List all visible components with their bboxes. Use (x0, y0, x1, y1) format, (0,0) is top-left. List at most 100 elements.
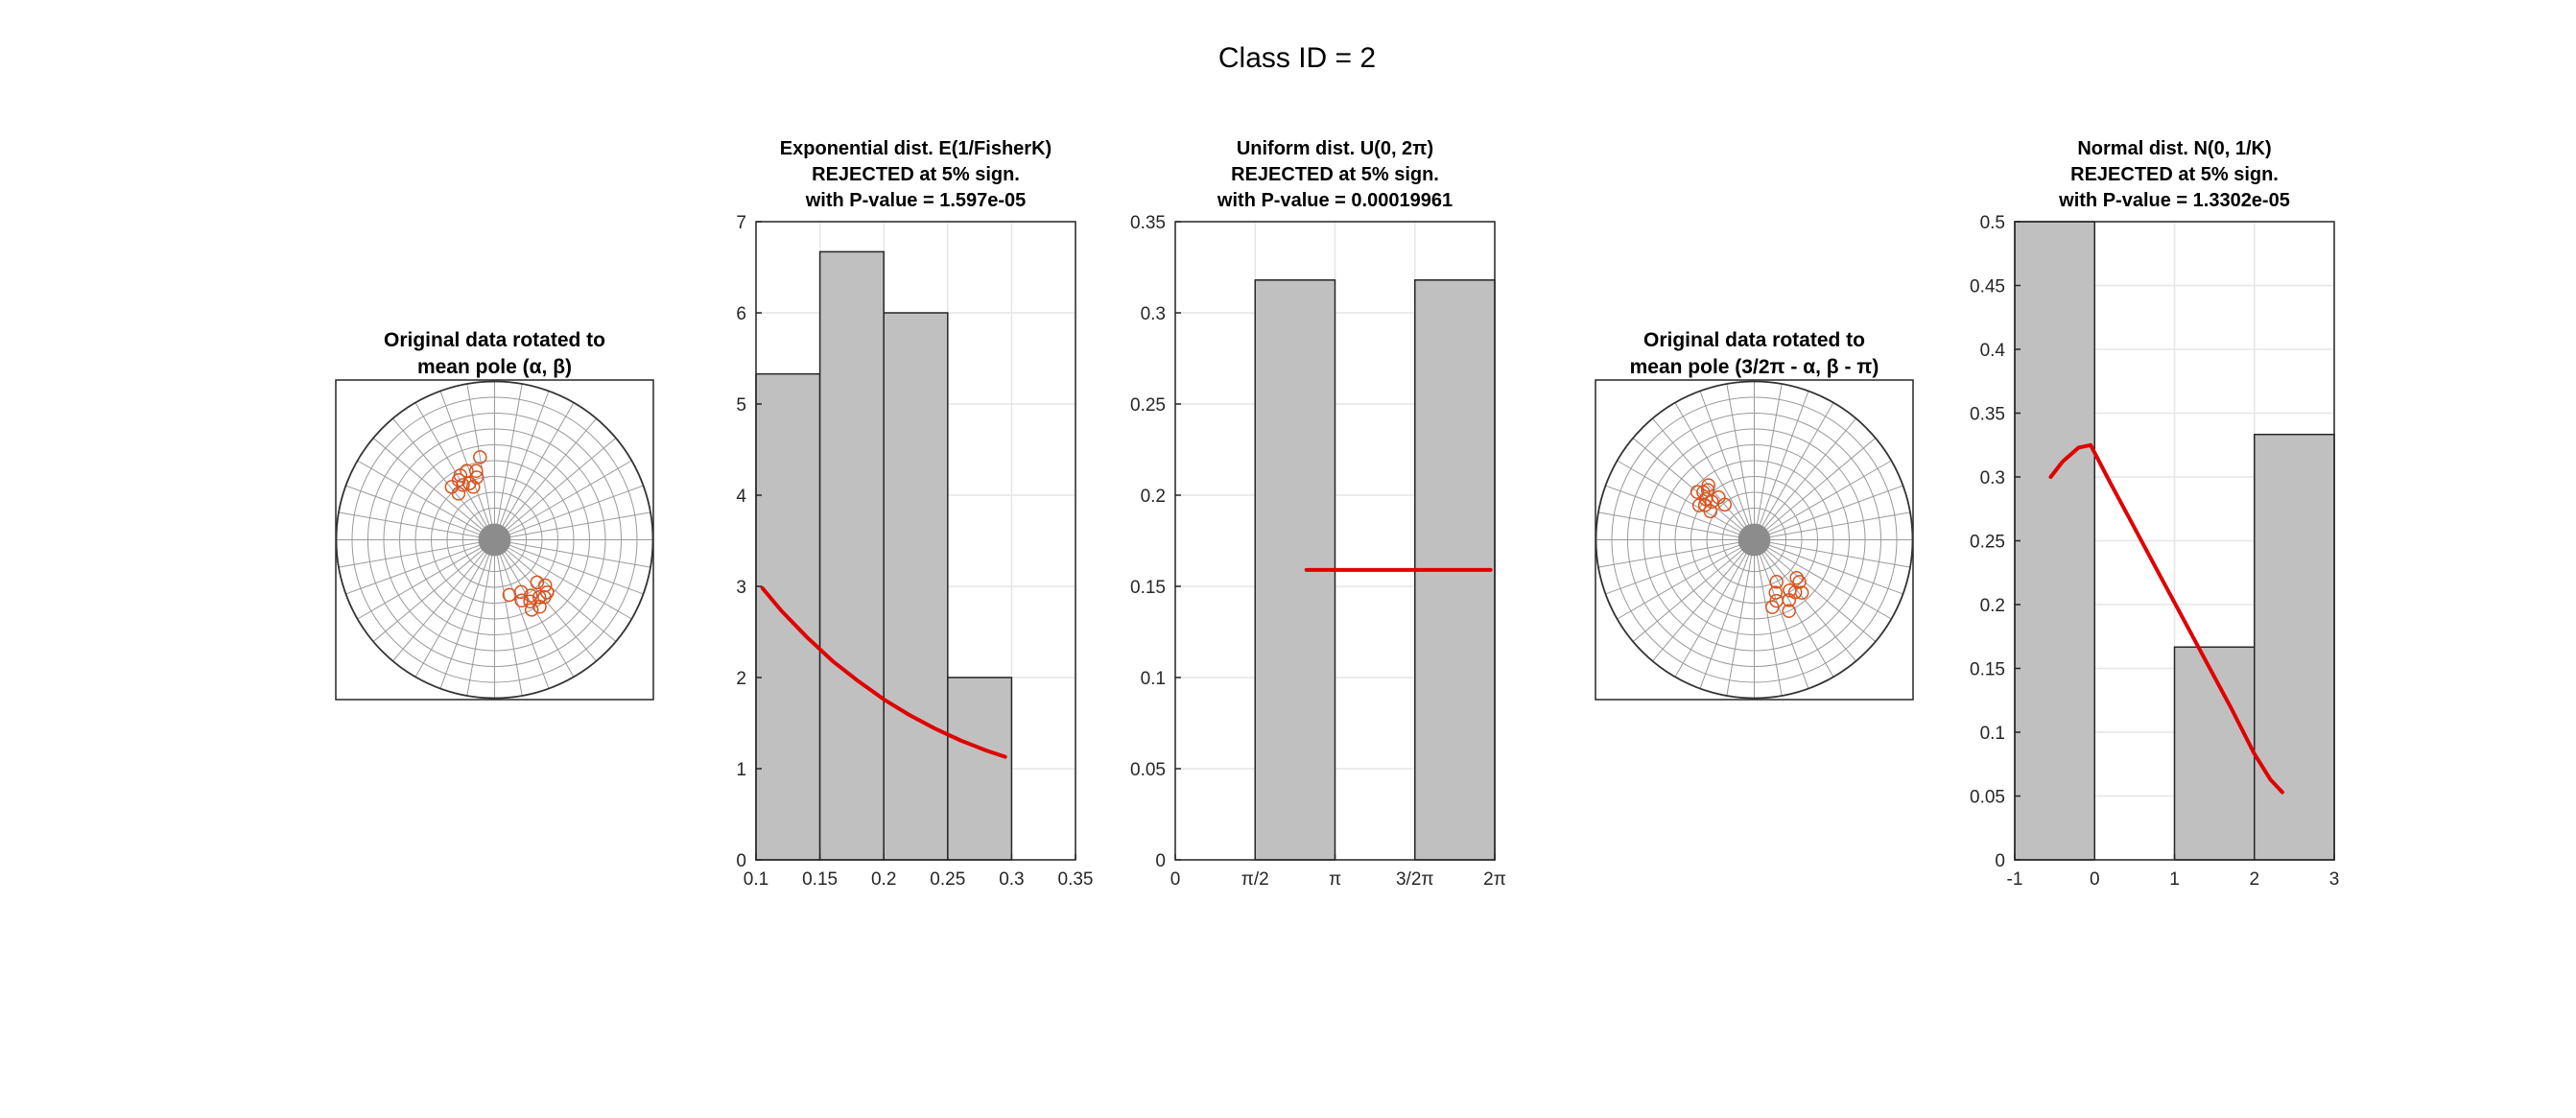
y-tick-label: 0.35 (1130, 213, 1166, 233)
net-radial (357, 460, 495, 540)
data-point (1765, 600, 1780, 614)
net-radial (1632, 438, 1755, 540)
y-tick-label: 7 (736, 213, 746, 233)
data-point (453, 468, 468, 483)
x-tick-label: 0.25 (930, 869, 965, 890)
data-point (1712, 490, 1726, 505)
net-radial (1754, 539, 1856, 662)
net-radial (494, 539, 523, 697)
y-tick-label: 0.15 (1130, 578, 1166, 598)
net-radial (494, 391, 550, 540)
net-radial (494, 539, 617, 642)
y-tick-label: 0.5 (1980, 213, 2005, 233)
x-tick-label: 0.3 (999, 869, 1024, 890)
data-point (465, 480, 481, 494)
net-radial (439, 391, 495, 540)
chart-title-line: REJECTED at 5% sign. (812, 164, 1020, 185)
histogram-bar (883, 312, 949, 861)
plots: Exponential dist. E(1/FisherK) REJECTED a… (335, 138, 2340, 890)
stereonet-title-line: mean pole (α, β) (417, 356, 572, 378)
data-point (1705, 494, 1719, 510)
data-point (532, 590, 547, 605)
net-radial (357, 539, 495, 620)
net-radial (1726, 539, 1755, 697)
x-tick-label: 0.1 (744, 869, 768, 890)
data-point (537, 578, 553, 593)
data-point (1787, 584, 1803, 600)
net-radial (1726, 383, 1755, 540)
data-point (1789, 570, 1804, 585)
y-tick-label: 0.25 (1130, 395, 1166, 416)
data-point (1701, 478, 1716, 492)
x-tick-label: 2 (2249, 869, 2259, 890)
net-radial (1754, 460, 1892, 540)
y-tick-label: 0.3 (1980, 468, 2005, 488)
y-tick-label: 0 (1995, 851, 2005, 871)
net-outer-circle (1595, 380, 1914, 700)
chart-title-line: Exponential dist. E(1/FisherK) (780, 138, 1052, 159)
net-radial (494, 460, 632, 540)
stereonet-title-line: mean pole (3/2π - α, β - π) (1630, 356, 1879, 378)
net-radial (494, 417, 597, 540)
net-radial (494, 511, 651, 540)
x-tick-label: 1 (2169, 869, 2180, 890)
chart-title-line: with P-value = 1.597e-05 (805, 190, 1027, 211)
net-radial (494, 539, 632, 620)
net-radial (494, 539, 644, 595)
data-point (1703, 504, 1718, 519)
x-tick-label: 0 (2090, 869, 2100, 890)
y-tick-label: 0.1 (1980, 724, 2005, 744)
data-point (1690, 485, 1705, 499)
x-tick-label: -1 (2007, 869, 2023, 890)
x-tick-label: 0.15 (802, 869, 838, 890)
net-radial (1632, 539, 1755, 642)
net-radial (1754, 511, 1911, 540)
net-radial (439, 539, 495, 689)
net-radial (494, 485, 644, 540)
x-tick-label: 3/2π (1396, 869, 1434, 890)
net-radial (1754, 539, 1783, 697)
net-radial (1597, 511, 1755, 540)
net-outer-circle (335, 380, 654, 700)
net-radial (338, 511, 495, 540)
net-radial (1699, 391, 1755, 540)
data-point (514, 593, 529, 608)
net-radial (1754, 539, 1809, 689)
histogram-2: Uniform dist. U(0, 2π) REJECTED at 5% sig… (1130, 138, 1506, 890)
y-tick-label: 0.45 (1970, 277, 2005, 297)
y-tick-label: 2 (736, 669, 746, 689)
data-point (1768, 585, 1784, 600)
x-tick-label: 3 (2329, 869, 2340, 890)
y-tick-label: 0.15 (1970, 660, 2005, 680)
figure-title: Class ID = 2 (1218, 42, 1376, 74)
net-radial (1674, 539, 1755, 678)
chart-title-line: REJECTED at 5% sign. (2070, 164, 2279, 185)
chart-title-line: Uniform dist. U(0, 2π) (1237, 138, 1433, 159)
y-tick-label: 4 (736, 487, 746, 507)
net-radial (1605, 485, 1755, 540)
chart-title-line: with P-value = 1.3302e-05 (2058, 190, 2290, 211)
y-tick-label: 3 (736, 578, 746, 598)
y-tick-label: 0.25 (1970, 533, 2005, 553)
fit-curve (2048, 442, 2284, 795)
net-radial (1652, 417, 1755, 540)
stereonet-title-line: Original data rotated to (1643, 329, 1865, 351)
net-radial (466, 539, 495, 697)
y-tick-label: 6 (736, 304, 746, 324)
x-tick-label: 2π (1483, 869, 1506, 890)
net-radial (1754, 539, 1911, 568)
net-radial (345, 485, 495, 540)
data-point (1691, 498, 1707, 512)
x-tick-label: π (1329, 869, 1341, 890)
net-center (1738, 524, 1770, 556)
axes-box (755, 221, 1076, 861)
data-point (469, 470, 484, 485)
y-tick-label: 5 (736, 395, 746, 416)
net-radial (494, 383, 523, 540)
data-point (473, 450, 487, 464)
data-point (502, 587, 517, 603)
histogram-bar (2014, 221, 2095, 861)
chart-title-line: REJECTED at 5% sign. (1231, 164, 1439, 185)
chart-title-line: with P-value = 0.00019961 (1217, 190, 1453, 211)
stereonet-1: Original data rotated to mean pole (α, β) (335, 329, 654, 701)
